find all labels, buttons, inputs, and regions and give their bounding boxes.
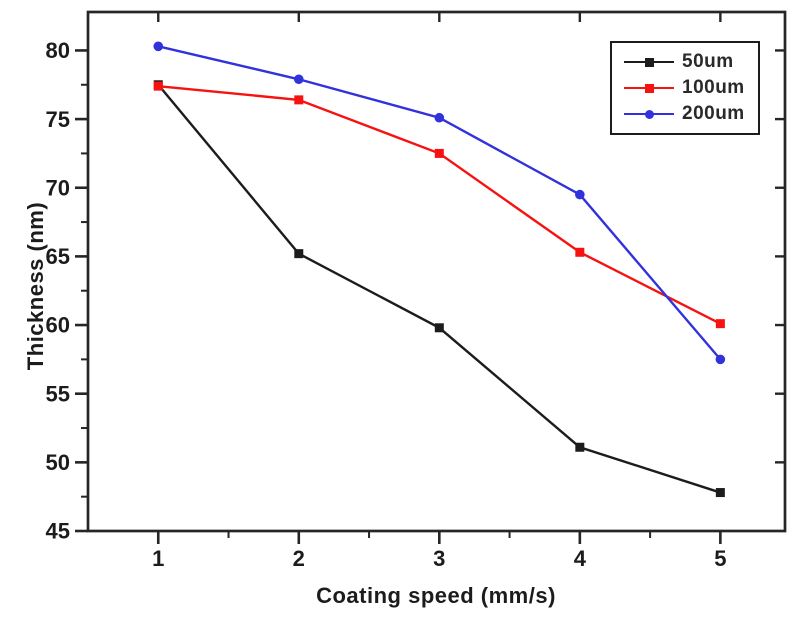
legend-line-sample	[624, 57, 674, 67]
y-tick-label: 70	[46, 175, 70, 200]
series-100um-point	[434, 148, 444, 158]
square-marker-icon	[645, 57, 654, 67]
y-tick-label: 60	[46, 313, 70, 338]
series-100um-point	[575, 247, 585, 257]
series-100um-point	[294, 95, 304, 105]
legend: 50um 100um 200um	[610, 41, 760, 135]
x-tick-label: 4	[574, 546, 587, 571]
series-50um-point	[434, 323, 444, 333]
series-50um-point	[715, 488, 725, 498]
y-tick-label: 65	[46, 244, 70, 269]
legend-label: 200um	[682, 103, 745, 124]
plot-frame	[86, 10, 787, 533]
series-200um-point	[434, 112, 445, 123]
y-tick-label: 45	[46, 519, 70, 544]
series-200um-point	[575, 189, 585, 200]
y-tick-label: 50	[46, 450, 70, 475]
series-200um-point	[153, 41, 164, 52]
series-50um-point	[294, 249, 304, 259]
y-tick-label: 55	[46, 381, 70, 406]
legend-label: 100um	[682, 77, 745, 98]
square-marker-icon	[645, 83, 654, 93]
series-50um-line	[157, 84, 721, 494]
y-tick-label: 75	[46, 107, 70, 132]
series-100um-point	[153, 81, 163, 91]
legend-item-100um: 100um	[624, 75, 748, 101]
legend-item-200um: 200um	[624, 101, 748, 127]
y-tick-label: 80	[46, 38, 70, 63]
x-tick-label: 2	[293, 546, 305, 571]
series-100um-point	[715, 319, 725, 329]
circle-marker-icon	[645, 109, 654, 119]
x-tick-label: 5	[714, 546, 726, 571]
series-200um-point	[293, 74, 304, 85]
x-axis-title: Coating speed (mm/s)	[316, 583, 556, 608]
x-tick-label: 1	[152, 546, 164, 571]
legend-item-50um: 50um	[624, 49, 748, 75]
series-50um-point	[575, 442, 585, 452]
y-axis-title: Thickness (nm)	[23, 201, 48, 371]
legend-line-sample	[624, 109, 674, 119]
legend-label: 50um	[682, 51, 734, 72]
series-200um-point	[715, 354, 726, 365]
legend-line-sample	[624, 83, 674, 93]
x-tick-label: 3	[433, 546, 445, 571]
